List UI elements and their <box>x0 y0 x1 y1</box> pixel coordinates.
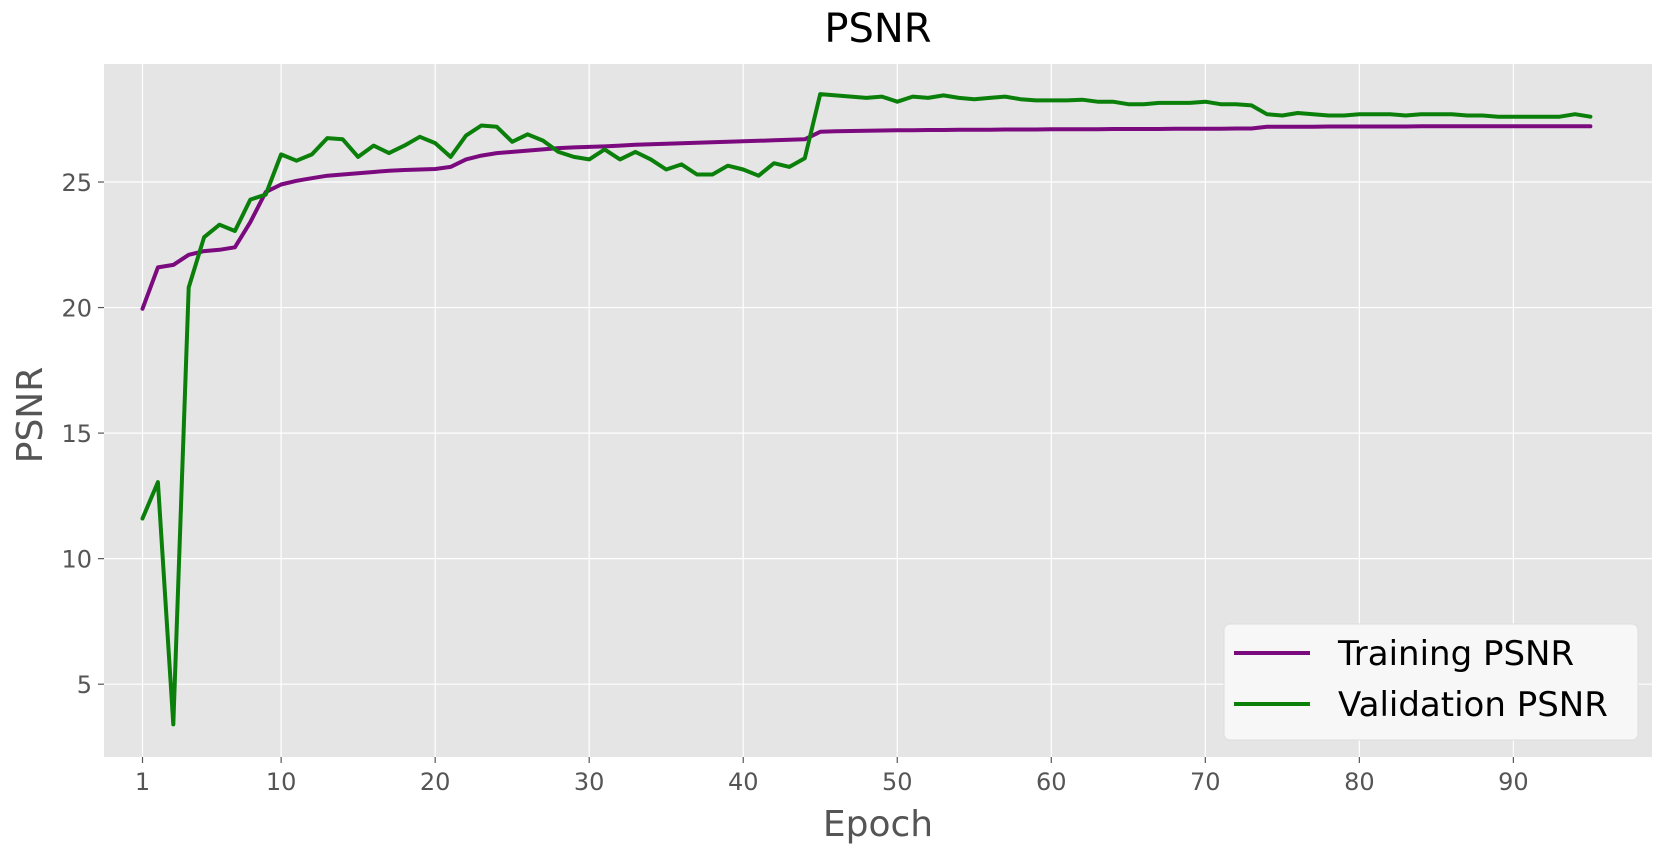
legend-box <box>1223 623 1639 741</box>
x-tick-label: 20 <box>420 768 451 796</box>
x-tick-label: 50 <box>882 768 913 796</box>
y-tick-label: 20 <box>61 295 92 323</box>
x-tick-label: 30 <box>574 768 605 796</box>
series-line-validation <box>140 92 1593 727</box>
y-tick-label: 5 <box>77 671 92 699</box>
x-tick-label: 90 <box>1498 768 1529 796</box>
series-layer <box>140 92 1593 727</box>
x-tick-label: 40 <box>728 768 759 796</box>
legend: Training PSNR Validation PSNR <box>1223 623 1639 741</box>
legend-label-validation: Validation PSNR <box>1338 685 1608 725</box>
grid-lines <box>104 64 1652 757</box>
chart-title: PSNR <box>824 6 931 52</box>
x-tick-label: 1 <box>135 768 150 796</box>
x-tick-label: 80 <box>1344 768 1375 796</box>
x-tick-label: 10 <box>266 768 297 796</box>
y-tick-label: 10 <box>61 546 92 574</box>
y-tick-label: 15 <box>61 420 92 448</box>
y-axis-label: PSNR <box>10 367 51 464</box>
y-tick-label: 25 <box>61 169 92 197</box>
x-tick-label: 70 <box>1190 768 1221 796</box>
legend-label-training: Training PSNR <box>1337 634 1574 674</box>
tick-labels: 1 10 20 30 40 50 60 70 80 90 5 10 15 20 25 <box>61 169 1528 796</box>
x-tick-label: 60 <box>1036 768 1067 796</box>
x-axis-label: Epoch <box>823 804 933 845</box>
series-line-training <box>140 124 1593 311</box>
